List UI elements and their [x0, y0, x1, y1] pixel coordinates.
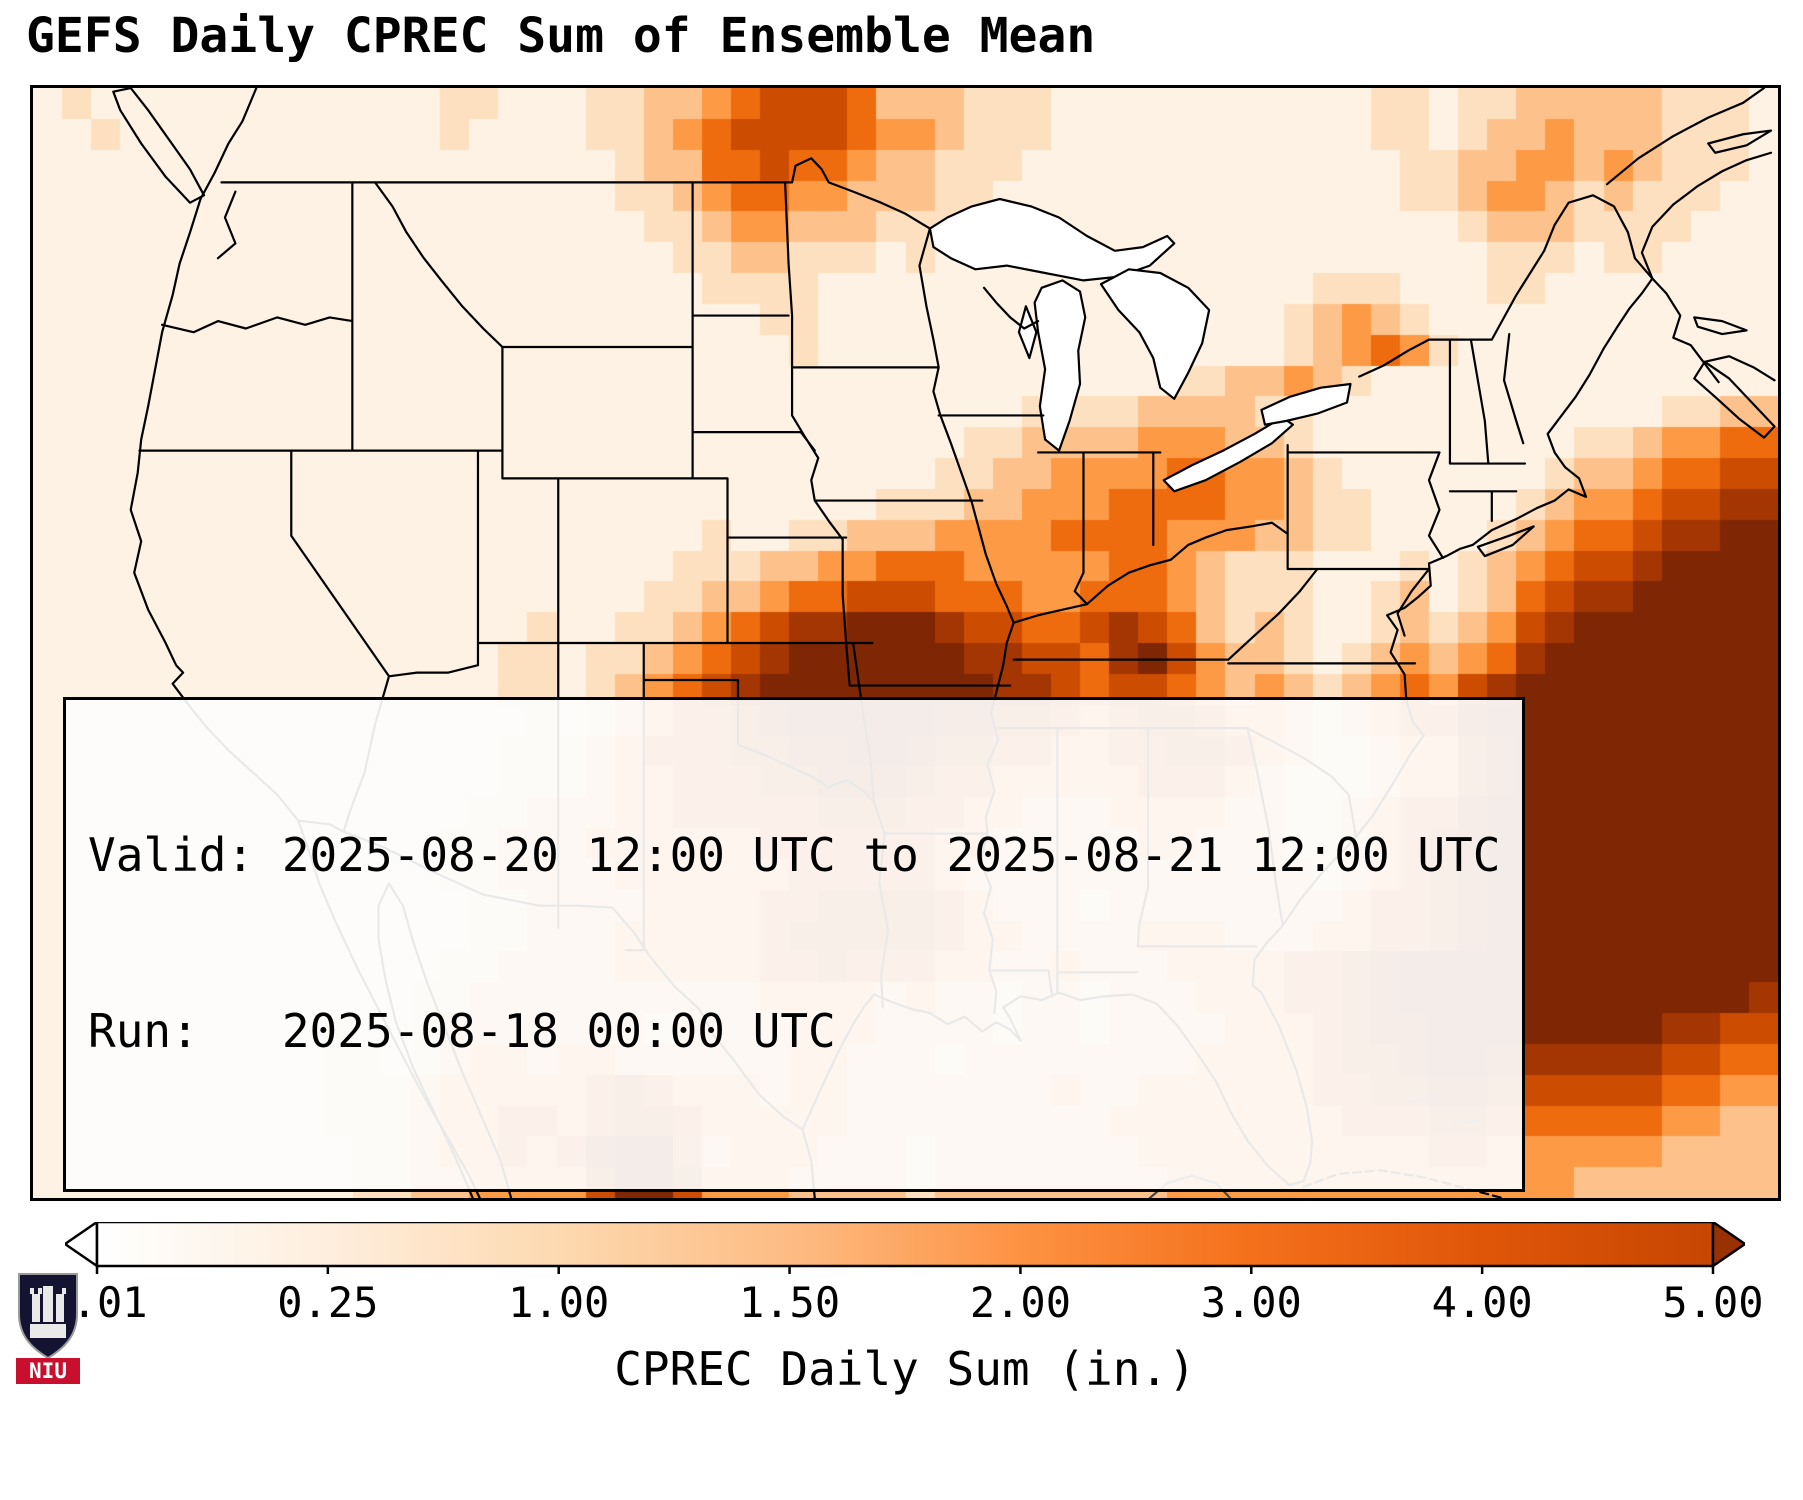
colorbar-tick-label: 0.25	[277, 1278, 379, 1327]
colorbar-tick-label: 2.00	[969, 1278, 1071, 1327]
colorbar-tick-label: 5.00	[1662, 1278, 1764, 1327]
colorbar-under-arrow	[62, 1219, 99, 1269]
forecast-map: Valid: 2025-08-20 12:00 UTC to 2025-08-2…	[30, 85, 1781, 1201]
colorbar-ticks	[95, 1266, 1715, 1274]
colorbar-tick-label: 4.00	[1431, 1278, 1533, 1327]
niu-logo: NIU	[16, 1272, 80, 1386]
run-time-line: Run: 2025-08-18 00:00 UTC	[88, 1004, 836, 1059]
colorbar-svg	[62, 1219, 1748, 1274]
colorbar-over-arrow	[1711, 1219, 1748, 1269]
validity-info-box: Valid: 2025-08-20 12:00 UTC to 2025-08-2…	[63, 697, 1526, 1192]
colorbar-axis-label: CPREC Daily Sum (in.)	[614, 1342, 1196, 1396]
niu-logo-text: NIU	[29, 1359, 67, 1383]
colorbar-tick-label: 1.50	[738, 1278, 841, 1327]
colorbar-tick-label: 1.00	[508, 1278, 610, 1327]
valid-time-line: Valid: 2025-08-20 12:00 UTC to 2025-08-2…	[88, 827, 1501, 882]
colorbar	[62, 1219, 1748, 1274]
castle-icon	[30, 1286, 66, 1338]
islands	[113, 88, 1774, 556]
great-lakes	[930, 199, 1351, 491]
colorbar-gradient-bar	[95, 1220, 1715, 1268]
colorbar-tick-label: 3.00	[1200, 1278, 1302, 1327]
colorbar-tick-labels: 0.01 0.25 1.00 1.50 2.00 3.00 4.00 5.00	[46, 1278, 1763, 1330]
plot-title: GEFS Daily CPREC Sum of Ensemble Mean	[26, 8, 1096, 64]
niu-logo-graphic: NIU	[16, 1273, 80, 1384]
